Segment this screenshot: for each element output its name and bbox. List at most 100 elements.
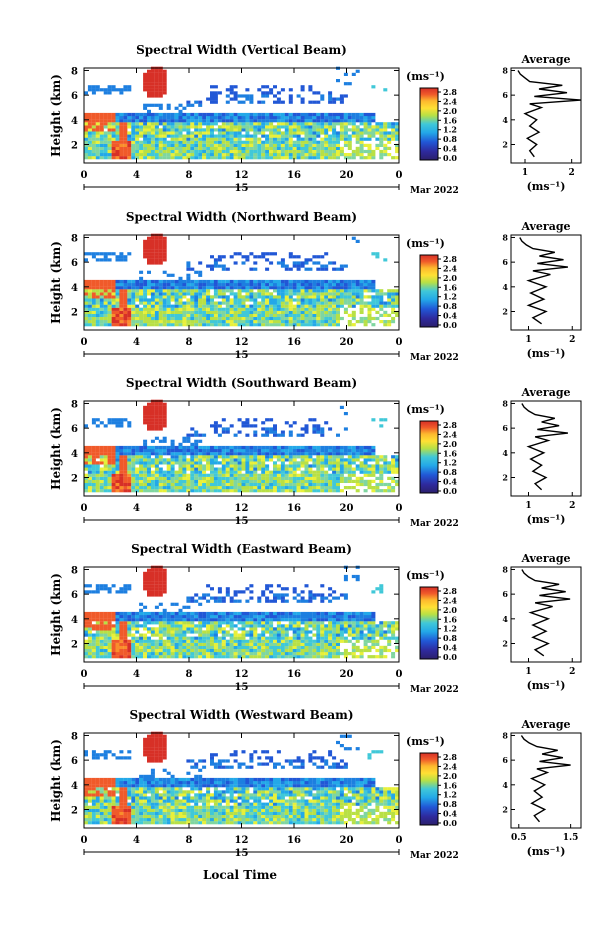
heatmap-cell <box>154 146 159 150</box>
heatmap-cell <box>178 279 183 284</box>
heatmap-cell <box>304 307 309 311</box>
heatmap-cell <box>217 461 222 465</box>
heatmap-cell <box>190 427 195 431</box>
heatmap-cell <box>229 627 234 631</box>
heatmap-cell <box>316 298 321 302</box>
heatmap-cell <box>253 119 258 123</box>
heatmap-cell <box>261 295 266 299</box>
heatmap-cell <box>139 636 144 640</box>
heatmap-cell <box>150 258 155 262</box>
heatmap-cell <box>217 648 222 653</box>
heatmap-cell <box>371 473 376 477</box>
heatmap-cell <box>154 645 159 649</box>
heatmap-cell <box>147 75 151 80</box>
y-tick-label: 2 <box>71 140 78 151</box>
heatmap-cell <box>131 452 136 456</box>
heatmap-cell <box>119 461 124 465</box>
heatmap-cell <box>339 122 344 126</box>
heatmap-cell <box>127 648 132 653</box>
heatmap-cell <box>395 458 400 462</box>
heatmap-cell <box>284 307 289 311</box>
heatmap-cell <box>91 119 96 123</box>
heatmap-cell <box>371 156 376 160</box>
heatmap-cell <box>139 655 144 659</box>
heatmap-cell <box>280 627 285 631</box>
heatmap-cell <box>150 307 155 311</box>
heatmap-cell <box>119 458 124 462</box>
heatmap-cell <box>139 624 144 628</box>
heatmap-cell <box>249 289 254 293</box>
heatmap-cell <box>284 134 289 138</box>
heatmap-cell <box>343 464 348 468</box>
heatmap-cell <box>95 636 100 640</box>
heatmap-cell <box>194 452 199 456</box>
heatmap-cell <box>265 267 270 271</box>
heatmap-cell <box>154 584 159 588</box>
heatmap-cell <box>261 611 266 616</box>
heatmap-cell <box>395 131 400 135</box>
heatmap-cell <box>150 156 155 160</box>
heatmap-cell <box>308 455 313 459</box>
heatmap-cell <box>147 122 151 126</box>
heatmap-cell <box>233 304 238 308</box>
y-axis-label: Height (km) <box>49 74 63 157</box>
heatmap-cell <box>103 645 108 649</box>
heatmap-cell <box>123 279 128 284</box>
heatmap-cell <box>296 137 301 141</box>
heatmap-cell <box>217 452 222 456</box>
heatmap-cell <box>280 618 285 622</box>
heatmap-cell <box>276 467 281 471</box>
heatmap-cell <box>320 310 325 314</box>
heatmap-cell <box>162 449 167 453</box>
heatmap-cell <box>84 313 88 317</box>
heatmap-cell <box>95 590 100 594</box>
heatmap-cell <box>202 137 207 141</box>
heatmap-cell <box>123 323 128 327</box>
heatmap-cell <box>174 323 179 327</box>
heatmap-cell <box>245 289 250 293</box>
heatmap-cell <box>359 140 364 144</box>
heatmap-cell <box>210 445 214 450</box>
heatmap-cell <box>139 316 144 321</box>
heatmap-cell <box>178 476 183 480</box>
heatmap-cell <box>269 143 274 147</box>
heatmap-cell <box>95 137 100 141</box>
heatmap-cell <box>198 261 203 265</box>
heatmap-cell <box>154 455 159 459</box>
heatmap-cell <box>391 122 396 126</box>
heatmap-cell <box>178 624 183 628</box>
heatmap-cell <box>249 470 254 474</box>
heatmap-cell <box>147 304 151 308</box>
heatmap-cell <box>217 143 222 147</box>
heatmap-cell <box>154 255 159 259</box>
heatmap-cell <box>84 146 88 150</box>
heatmap-cell <box>320 146 325 150</box>
heatmap-cell <box>87 636 92 640</box>
heatmap-cell <box>154 323 159 327</box>
heatmap-cell <box>202 128 207 132</box>
heatmap-cell <box>257 119 262 123</box>
heatmap-cell <box>249 479 254 483</box>
heatmap-cell <box>150 642 155 646</box>
heatmap-cell <box>115 289 120 293</box>
heatmap-cell <box>312 313 317 317</box>
heatmap-cell <box>257 624 262 628</box>
heatmap-cell <box>154 316 159 321</box>
heatmap-cell <box>284 476 289 480</box>
heatmap-cell <box>233 655 238 659</box>
heatmap-cell <box>162 587 167 591</box>
heatmap-cell <box>395 301 400 305</box>
heatmap-cell <box>253 476 258 480</box>
heatmap-cell <box>139 452 144 456</box>
heatmap-cell <box>253 611 258 616</box>
heatmap-cell <box>276 116 281 120</box>
heatmap-cell <box>210 467 214 471</box>
heatmap-cell <box>257 645 262 649</box>
heatmap-cell <box>178 276 183 280</box>
heatmap-cell <box>91 633 96 637</box>
heatmap-cell <box>229 639 234 643</box>
heatmap-cell <box>375 301 380 305</box>
heatmap-cell <box>111 461 116 465</box>
heatmap-cell <box>245 587 250 591</box>
heatmap-cell <box>182 470 187 474</box>
